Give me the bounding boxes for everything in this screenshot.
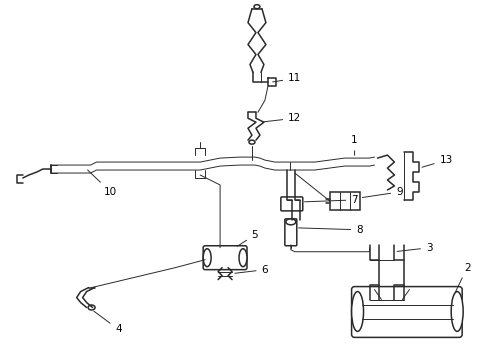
- Ellipse shape: [450, 292, 462, 332]
- Text: 8: 8: [298, 225, 362, 235]
- Text: 10: 10: [87, 170, 117, 197]
- Ellipse shape: [88, 305, 95, 310]
- Text: 1: 1: [350, 135, 357, 155]
- FancyBboxPatch shape: [280, 197, 302, 211]
- FancyBboxPatch shape: [329, 192, 359, 210]
- Ellipse shape: [351, 292, 363, 332]
- Ellipse shape: [203, 249, 211, 267]
- FancyBboxPatch shape: [203, 246, 246, 270]
- Text: 6: 6: [234, 265, 268, 275]
- Ellipse shape: [248, 140, 254, 144]
- Ellipse shape: [239, 249, 246, 267]
- Ellipse shape: [253, 5, 260, 9]
- Ellipse shape: [285, 219, 295, 225]
- Text: 12: 12: [262, 113, 301, 123]
- Text: 3: 3: [396, 243, 432, 253]
- Text: 11: 11: [272, 73, 301, 84]
- Text: 7: 7: [304, 195, 357, 205]
- Text: 5: 5: [237, 230, 258, 246]
- Text: 9: 9: [362, 187, 402, 198]
- Text: 13: 13: [421, 155, 452, 167]
- Text: 4: 4: [94, 311, 122, 334]
- FancyBboxPatch shape: [285, 219, 296, 246]
- Text: 2: 2: [454, 263, 469, 292]
- FancyBboxPatch shape: [351, 287, 461, 337]
